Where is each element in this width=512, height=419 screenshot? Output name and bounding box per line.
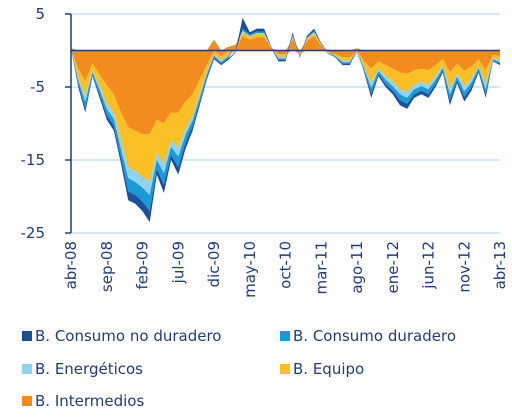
legend-label: B. Equipo xyxy=(293,360,364,378)
area xyxy=(71,32,500,182)
x-tick-label: ene-12 xyxy=(384,241,402,293)
legend-swatch xyxy=(22,396,32,406)
x-tick-label: oct-10 xyxy=(277,241,295,289)
legend-label: B. Intermedios xyxy=(35,392,144,410)
x-tick-label: abr-08 xyxy=(62,241,80,289)
legend-swatch xyxy=(22,364,32,374)
x-tick-label: mar-11 xyxy=(312,241,330,295)
legend-label: B. Energéticos xyxy=(35,360,143,378)
x-tick-label: feb-09 xyxy=(134,241,152,290)
legend-swatch xyxy=(280,364,290,374)
x-tick-label: may-10 xyxy=(241,241,259,298)
x-tick-label: nov-12 xyxy=(455,241,473,293)
area xyxy=(71,17,500,223)
y-tick-label: -5 xyxy=(30,78,45,96)
x-tick-label: dic-09 xyxy=(205,241,223,287)
x-tick-label: abr-13 xyxy=(491,241,509,289)
y-tick-label: -25 xyxy=(21,224,46,242)
legend-label: B. Consumo no duradero xyxy=(35,327,221,345)
legend-swatch xyxy=(22,331,32,341)
legend-swatch xyxy=(280,331,290,341)
x-tick-label: ago-11 xyxy=(348,241,366,294)
area xyxy=(71,30,500,195)
x-tick-label: sep-08 xyxy=(98,241,116,292)
legend-label: B. Consumo duradero xyxy=(293,327,456,345)
y-tick-label: 5 xyxy=(35,5,45,23)
y-tick-label: -15 xyxy=(21,151,46,169)
area xyxy=(71,28,500,212)
x-tick-label: jul-09 xyxy=(169,241,187,284)
x-tick-label: jun-12 xyxy=(420,241,438,290)
area xyxy=(71,35,500,135)
